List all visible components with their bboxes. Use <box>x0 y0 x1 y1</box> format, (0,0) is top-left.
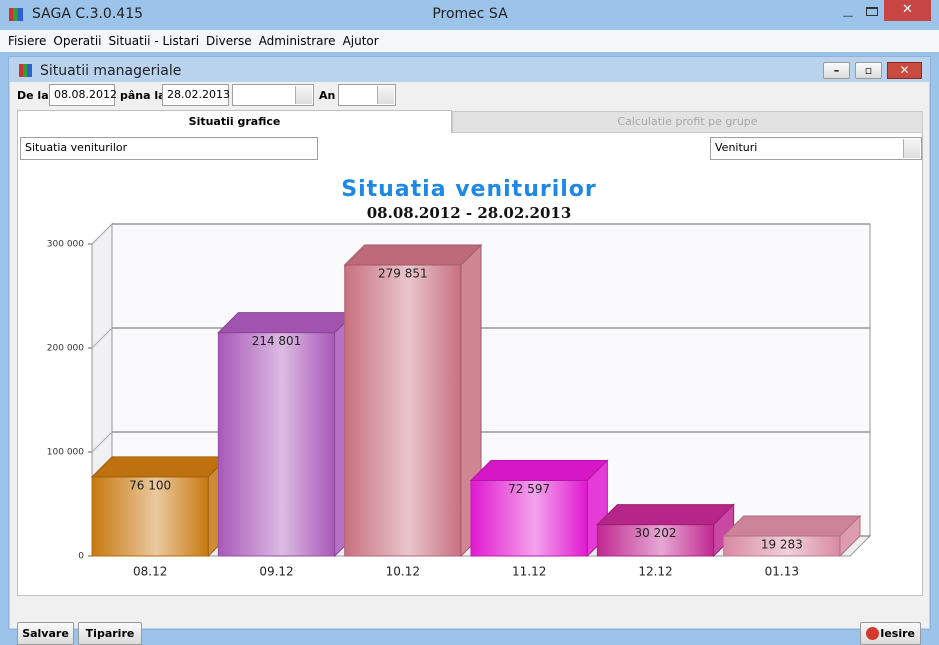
exit-button[interactable]: Iesire <box>860 622 921 645</box>
tab-panel: Situatia veniturilor Venituri <box>17 133 923 596</box>
from-input[interactable]: 08.08.2012 <box>49 84 117 106</box>
menu-item[interactable]: Diverse <box>206 34 252 48</box>
period-select[interactable] <box>232 84 314 106</box>
app-icon <box>9 8 23 21</box>
menu-item[interactable]: Ajutor <box>342 34 379 48</box>
exit-icon <box>866 627 879 640</box>
tab-inactive[interactable]: Calculatie profit pe grupe <box>452 111 923 133</box>
sub-close[interactable]: ✕ <box>887 62 922 79</box>
sub-restore[interactable]: ▫ <box>855 62 882 79</box>
menu-item[interactable]: Administrare <box>258 34 336 48</box>
to-input[interactable]: 28.02.2013 <box>162 84 230 106</box>
minimize-button[interactable] <box>843 9 853 17</box>
year-select[interactable] <box>338 84 396 106</box>
from-label: De la <box>17 89 49 102</box>
subwindow: Situatii manageriale – ▫ ✕ De la 08.08.2… <box>8 56 931 645</box>
title-bar: SAGA C.3.0.415 Promec SA ✕ <box>0 0 939 30</box>
menu-item[interactable]: Operatii <box>53 34 102 48</box>
menu-bar: Fisiere Operatii Situatii - Listari Diverse… <box>0 30 939 52</box>
maximize-button[interactable] <box>866 7 878 16</box>
save-button[interactable]: Salvare <box>17 622 74 645</box>
year-label: An <box>319 89 336 102</box>
exit-label: Iesire <box>880 627 915 640</box>
sub-minimize[interactable]: – <box>823 62 850 79</box>
print-button[interactable]: Tiparire <box>78 622 142 645</box>
close-button[interactable]: ✕ <box>884 0 931 21</box>
app-title: SAGA C.3.0.415 <box>32 6 144 22</box>
menu-item[interactable]: Situatii - Listari <box>108 34 200 48</box>
subwindow-title: Situatii manageriale <box>40 63 182 79</box>
tab-active[interactable]: Situatii grafice <box>17 110 452 134</box>
subwindow-icon <box>19 64 32 77</box>
company-name: Promec SA <box>432 6 508 22</box>
report-type-select[interactable]: Venituri <box>710 137 922 160</box>
menu-item[interactable]: Fisiere <box>8 34 47 48</box>
subwindow-body: De la 08.08.2012 pâna la 28.02.2013 An S… <box>10 82 929 645</box>
report-name[interactable]: Situatia veniturilor <box>20 137 318 160</box>
to-label: pâna la <box>120 89 166 102</box>
